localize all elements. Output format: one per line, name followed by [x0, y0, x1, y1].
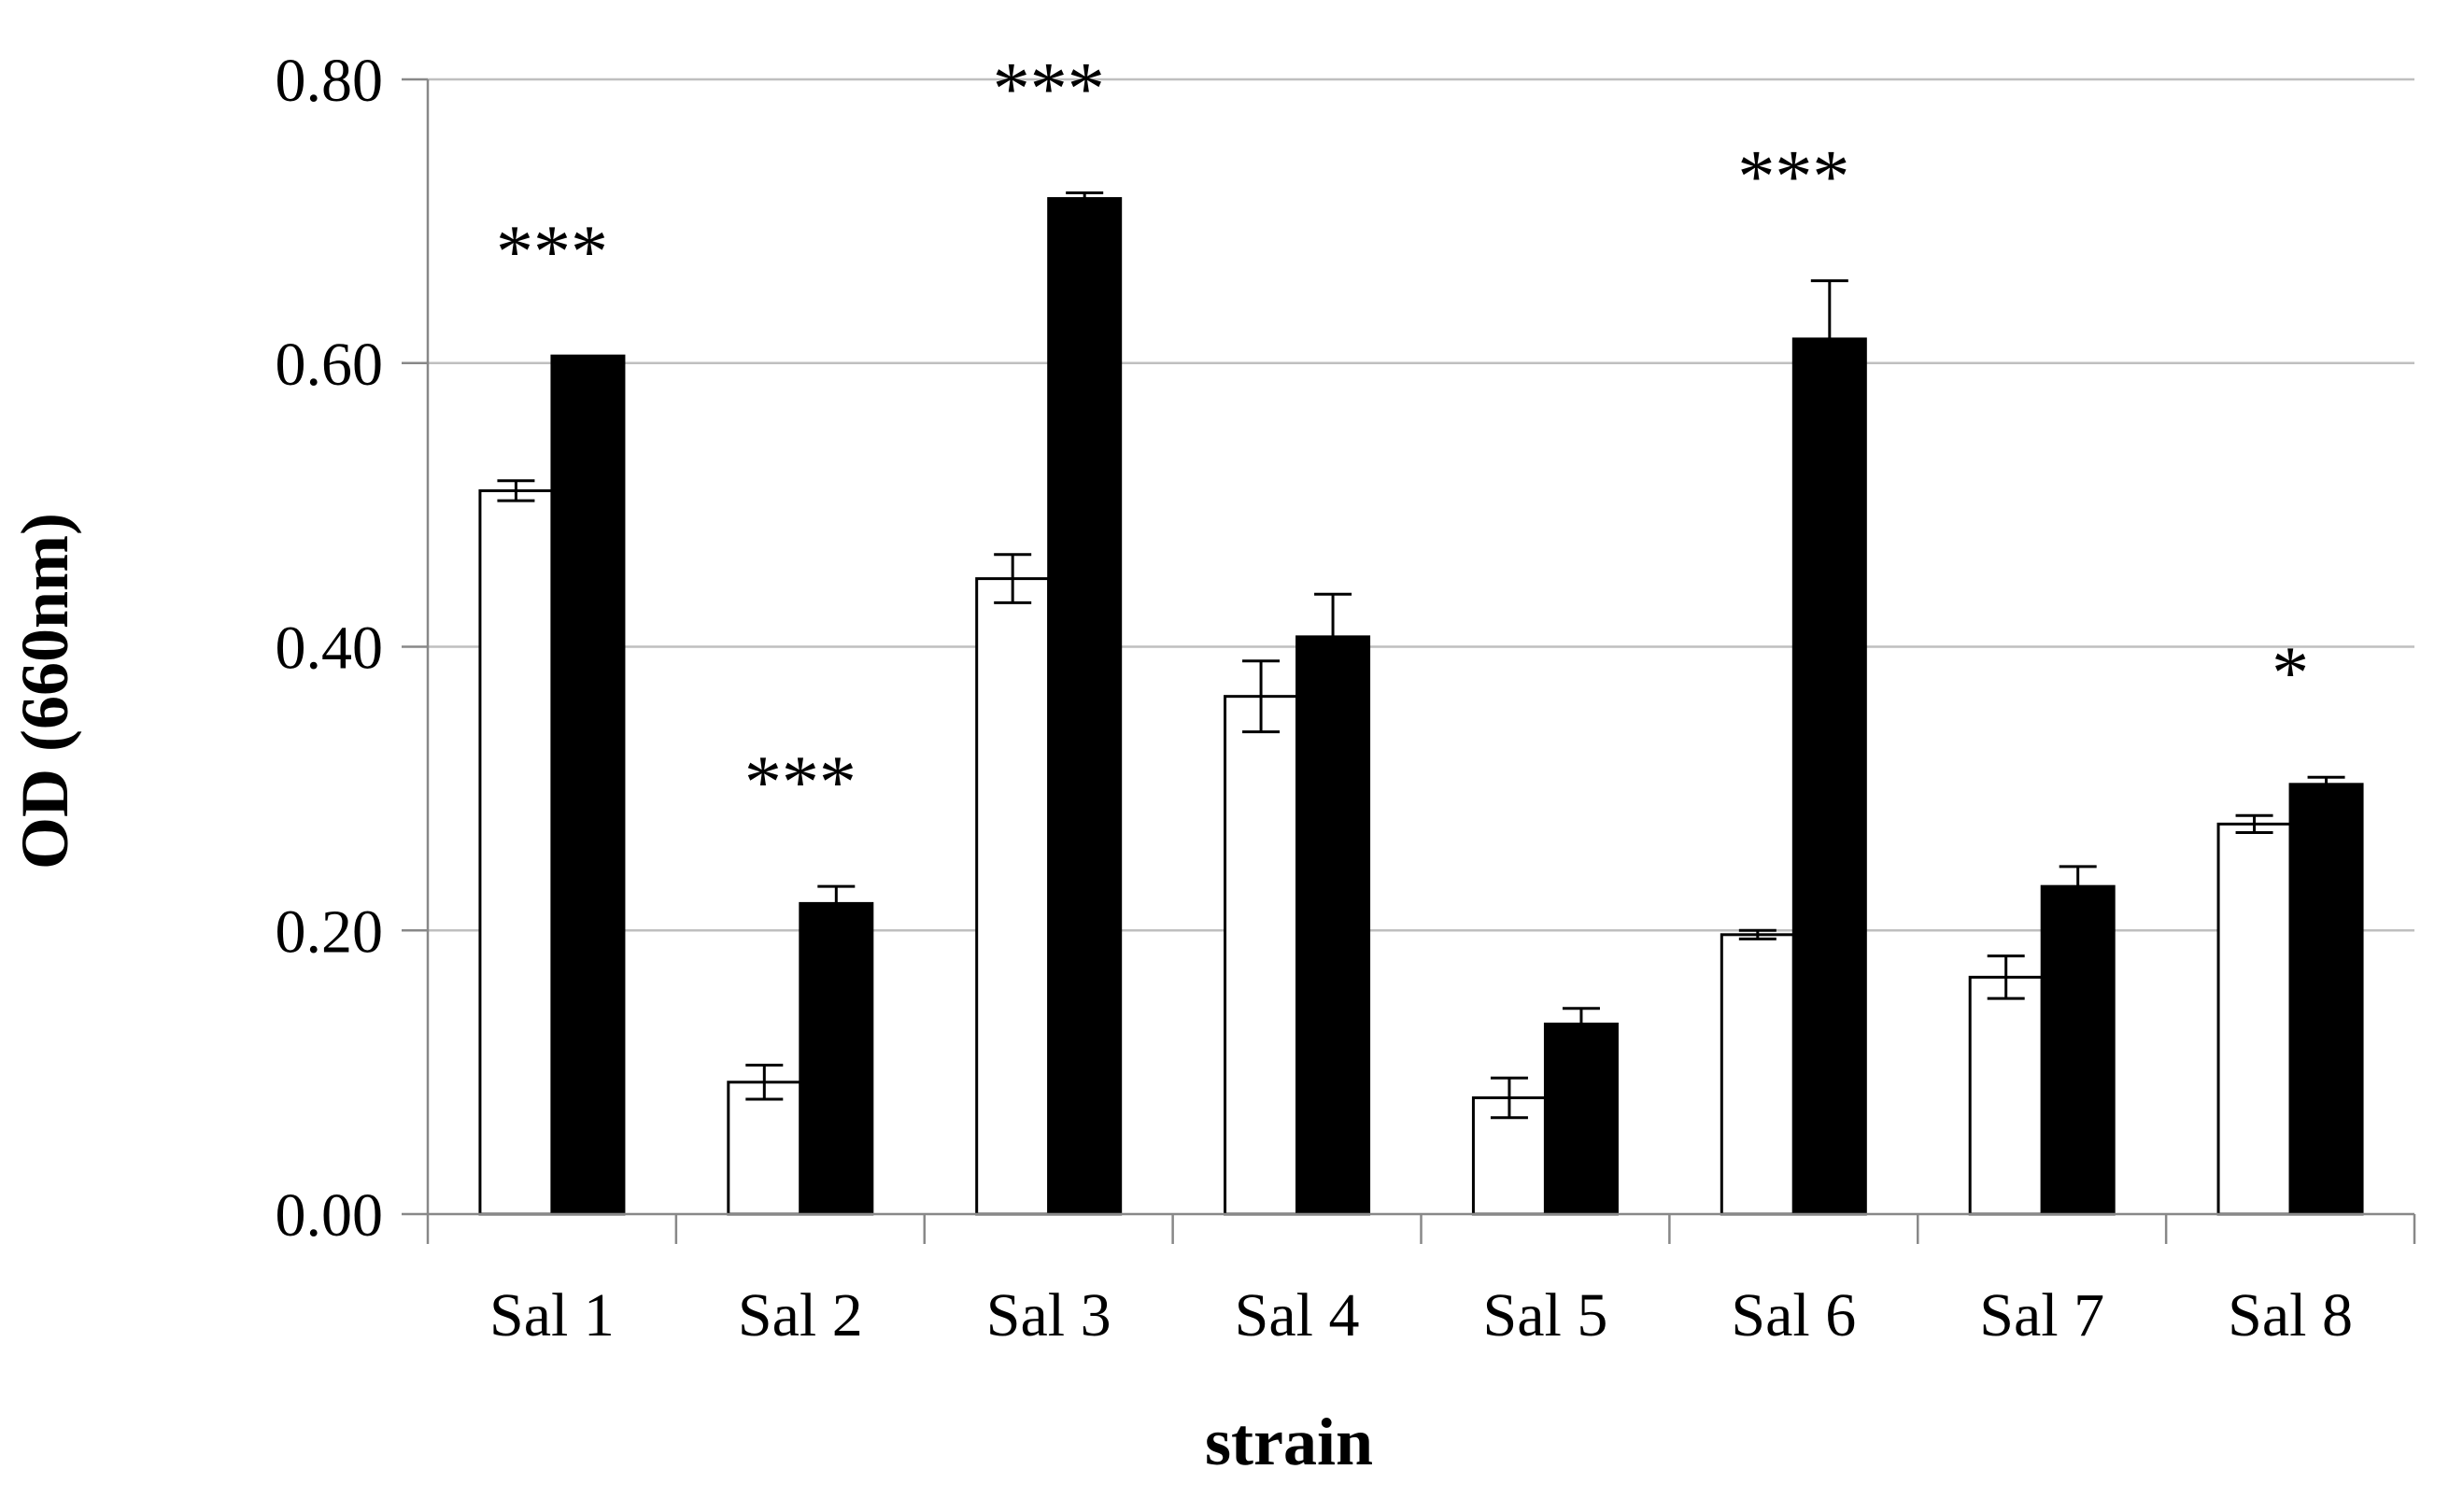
- x-tick-labels: Sal 1 Sal 2 Sal 3 Sal 4 Sal 5 Sal 6 Sal 7 Sal 8: [489, 1281, 2353, 1349]
- bar-white-8: [2216, 822, 2292, 1216]
- y-tick-label: 0.60: [276, 331, 384, 399]
- x-tick-label: Sal 2: [738, 1281, 863, 1349]
- y-tick-labels: 0.00 0.20 0.40 0.60 0.80: [276, 47, 384, 1250]
- x-axis-title: strain: [1205, 1405, 1373, 1479]
- bar-white-7: [1968, 975, 2044, 1216]
- gridlines: [428, 78, 2414, 932]
- x-tick-label: Sal 3: [986, 1281, 1111, 1349]
- significance-label: ***: [1737, 136, 1849, 219]
- bar-black-5: [1543, 1022, 1619, 1216]
- axes: [402, 78, 2416, 1244]
- bar-black-3: [1047, 197, 1123, 1216]
- bar-white-2: [727, 1081, 802, 1216]
- y-tick-label: 0.00: [276, 1181, 384, 1250]
- bar-black-4: [1295, 635, 1371, 1216]
- x-tick-label: Sal 6: [1731, 1281, 1856, 1349]
- bar-black-1: [550, 354, 626, 1216]
- bar-white-3: [975, 577, 1051, 1216]
- bars: [478, 197, 2364, 1216]
- bar-black-2: [799, 901, 874, 1216]
- bar-black-6: [1791, 337, 1867, 1216]
- bar-white-6: [1720, 933, 1795, 1216]
- bar-white-4: [1224, 695, 1299, 1216]
- significance-label: ***: [496, 211, 608, 293]
- y-tick-label: 0.40: [276, 615, 384, 683]
- y-tick-label: 0.20: [276, 897, 384, 966]
- y-axis-title: OD (660nm): [7, 513, 82, 869]
- x-tick-label: Sal 7: [1979, 1281, 2104, 1349]
- bar-black-7: [2040, 884, 2116, 1216]
- x-tick-label: Sal 5: [1483, 1281, 1608, 1349]
- significance-label: ***: [993, 49, 1105, 131]
- x-tick-label: Sal 8: [2228, 1281, 2353, 1349]
- bar-black-8: [2288, 783, 2364, 1216]
- significance-label: ***: [744, 742, 856, 824]
- x-tick-label: Sal 1: [489, 1281, 615, 1349]
- bar-white-1: [478, 488, 554, 1216]
- significance-label: *: [2272, 632, 2309, 714]
- y-tick-label: 0.80: [276, 47, 384, 115]
- x-tick-label: Sal 4: [1235, 1281, 1360, 1349]
- error-bars: [497, 191, 2345, 1120]
- significance-annotations: *************: [496, 49, 2309, 825]
